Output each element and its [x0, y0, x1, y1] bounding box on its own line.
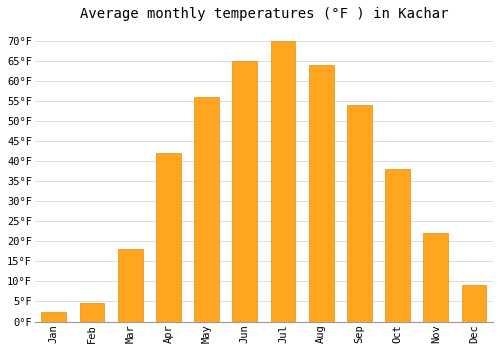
Bar: [309, 65, 334, 322]
Bar: [42, 312, 66, 322]
Bar: [270, 41, 295, 322]
Title: Average monthly temperatures (°F ) in Kachar: Average monthly temperatures (°F ) in Ka…: [80, 7, 448, 21]
Bar: [385, 169, 410, 322]
Bar: [194, 97, 219, 322]
Bar: [80, 303, 104, 322]
Bar: [347, 105, 372, 322]
Bar: [424, 233, 448, 322]
Bar: [156, 153, 181, 322]
Bar: [232, 61, 257, 322]
Bar: [462, 286, 486, 322]
Bar: [118, 250, 142, 322]
